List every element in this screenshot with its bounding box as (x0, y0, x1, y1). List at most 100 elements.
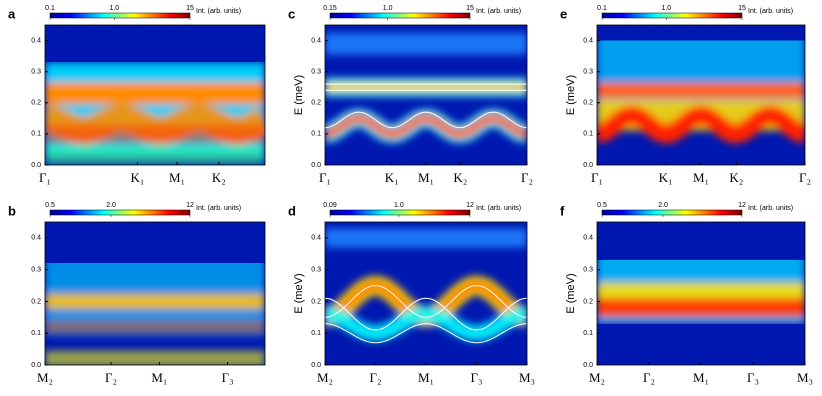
colorbar-tick-label: 1.0 (661, 5, 671, 12)
y-tick-label: 0.0 (583, 362, 593, 369)
y-tick-label: 0.3 (311, 69, 321, 76)
y-tick-label: 0.3 (311, 267, 321, 274)
colorbar-tick-label: 2.0 (106, 202, 116, 209)
heatmap-bands (45, 62, 265, 165)
heatmap-band (325, 113, 527, 139)
y-tick-label: 0.2 (31, 298, 41, 305)
x-tick-label: M₂ (317, 370, 333, 385)
colorbar (49, 209, 191, 216)
plot-frame (44, 221, 266, 366)
y-tick-label: 0.1 (311, 330, 321, 337)
x-tick-label: Γ₂ (799, 170, 811, 185)
colorbar (601, 209, 743, 216)
x-tick-label: M₁ (693, 370, 709, 385)
y-tick-label: 0.2 (583, 298, 593, 305)
colorbar-tick-label: 1.0 (383, 5, 393, 12)
y-tick-label: 0.0 (31, 162, 41, 169)
colorbar-tick-label: 12 (466, 202, 474, 209)
y-tick-label: 0.0 (31, 362, 41, 369)
y-tick-label: 0.2 (311, 100, 321, 107)
x-tick-label: M₁ (418, 370, 434, 385)
x-tick-label: Γ₁ (39, 170, 51, 185)
y-tick-label: 0.1 (583, 131, 593, 138)
x-tick-label: Γ₂ (521, 170, 533, 185)
y-tick-label: 0.1 (31, 330, 41, 337)
panel-letter: d (288, 203, 296, 218)
y-tick-label: 0.4 (583, 235, 593, 242)
theory-curve (325, 323, 527, 344)
x-tick-label: M₁ (418, 170, 434, 185)
panel-letter: f (560, 203, 565, 218)
x-tick-label: Γ₂ (369, 370, 381, 385)
colorbar-tick-label: 0.5 (597, 202, 607, 209)
y-tick-label: 0.1 (31, 131, 41, 138)
y-tick-label: 0.2 (311, 298, 321, 305)
y-tick-label: 0.3 (583, 267, 593, 274)
y-tick-label: 0.3 (583, 69, 593, 76)
colorbar (329, 209, 471, 216)
x-tick-label: K₁ (659, 170, 673, 185)
heatmap (325, 222, 527, 365)
panel-letter: a (8, 6, 16, 21)
heatmap-band (597, 105, 805, 144)
heatmap (45, 222, 265, 365)
x-tick-label: K₂ (729, 170, 743, 185)
colorbar (601, 12, 743, 19)
colorbar-tick-label: 0.15 (323, 5, 337, 12)
x-tick-label: M₂ (589, 370, 605, 385)
y-axis-label: E (meV) (293, 75, 305, 115)
colorbar-tick-label: 0.1 (597, 5, 607, 12)
x-tick-label: Γ₃ (470, 370, 482, 385)
y-tick-label: 0.4 (311, 37, 321, 44)
heatmap-bands (597, 25, 805, 144)
y-tick-label: 0.2 (583, 100, 593, 107)
colorbar-tick-label: 1.0 (394, 202, 404, 209)
panel-letter: c (288, 6, 295, 21)
colorbar-label: Int. (arb. units) (196, 8, 241, 15)
heatmap-bands (597, 228, 805, 324)
colorbar (49, 12, 191, 19)
x-tick-label: Γ₂ (643, 370, 655, 385)
x-tick-label: Γ₁ (319, 170, 331, 185)
colorbar-tick-label: 2.0 (658, 202, 668, 209)
theory-curve (325, 285, 527, 318)
y-axis-label: E (meV) (565, 75, 577, 115)
x-tick-label: M₁ (151, 370, 167, 385)
x-tick-label: K₁ (385, 170, 399, 185)
heatmap-bands (325, 32, 527, 144)
x-tick-label: K₁ (130, 170, 144, 185)
heatmap (597, 222, 805, 365)
x-tick-label: K₂ (212, 170, 226, 185)
panel-letter: b (8, 203, 16, 218)
colorbar-label: Int. (arb. units) (476, 8, 521, 15)
colorbar-label: Int. (arb. units) (196, 205, 241, 212)
colorbar-tick-label: 12 (186, 202, 194, 209)
colorbar-label: Int. (arb. units) (476, 205, 521, 212)
colorbar-tick-label: 0.5 (45, 202, 55, 209)
x-tick-label: M₃ (797, 370, 813, 385)
y-tick-label: 0.1 (583, 330, 593, 337)
colorbar-tick-label: 15 (738, 5, 746, 12)
y-tick-label: 0.4 (583, 37, 593, 44)
colorbar-label: Int. (arb. units) (748, 8, 793, 15)
y-tick-label: 0.2 (31, 100, 41, 107)
x-tick-label: M₁ (169, 170, 185, 185)
x-tick-label: M₂ (37, 370, 53, 385)
colorbar-label: Int. (arb. units) (748, 205, 793, 212)
y-tick-label: 0.4 (31, 235, 41, 242)
colorbar-tick-label: 0.09 (323, 202, 337, 209)
y-axis-label: E (meV) (565, 273, 577, 313)
y-tick-label: 0.3 (31, 69, 41, 76)
x-tick-label: Γ₁ (591, 170, 603, 185)
y-tick-label: 0.4 (311, 235, 321, 242)
colorbar-tick-label: 0.1 (45, 5, 55, 12)
x-tick-label: Γ₂ (105, 370, 117, 385)
y-tick-label: 0.4 (31, 37, 41, 44)
colorbar-tick-label: 12 (738, 202, 746, 209)
heatmap (325, 25, 527, 165)
heatmap (45, 25, 265, 165)
x-tick-label: M₃ (519, 370, 535, 385)
panel-letter: e (560, 6, 567, 21)
y-axis-label: E (meV) (293, 273, 305, 313)
